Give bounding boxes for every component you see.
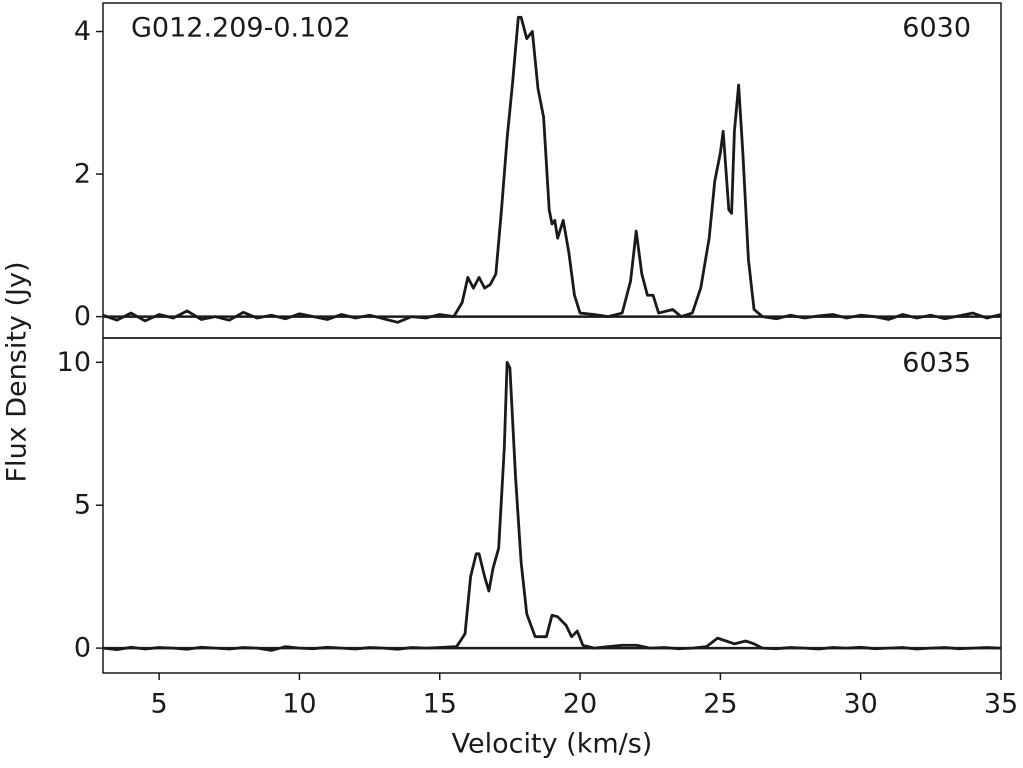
spectrum-line (102, 360, 1002, 652)
x-tick-label: 5 (151, 689, 168, 720)
y-axis-label: Flux Density (Jy) (2, 262, 33, 483)
axes-frame (102, 337, 1002, 674)
x-tick-label: 15 (423, 689, 457, 720)
y-tick-label: 5 (74, 490, 91, 521)
y-tick-label: 10 (57, 347, 91, 378)
y-tick-label: 2 (74, 159, 91, 190)
x-tick-label: 20 (563, 689, 597, 720)
y-tick-label: 4 (74, 16, 91, 47)
y-tick-label: 0 (74, 301, 91, 332)
x-tick-label: 25 (703, 689, 737, 720)
panel-label: 6030 (902, 13, 971, 44)
x-axis-label: Velocity (km/s) (452, 729, 653, 760)
x-tick-label: 10 (282, 689, 316, 720)
spectrum-line (102, 15, 1002, 324)
x-tick-label: 35 (984, 689, 1018, 720)
source-name: G012.209-0.102 (131, 13, 351, 44)
panel-label: 6035 (902, 348, 971, 379)
y-tick-label: 0 (74, 633, 91, 664)
axes-frame (102, 2, 1002, 339)
x-tick-label: 30 (844, 689, 878, 720)
